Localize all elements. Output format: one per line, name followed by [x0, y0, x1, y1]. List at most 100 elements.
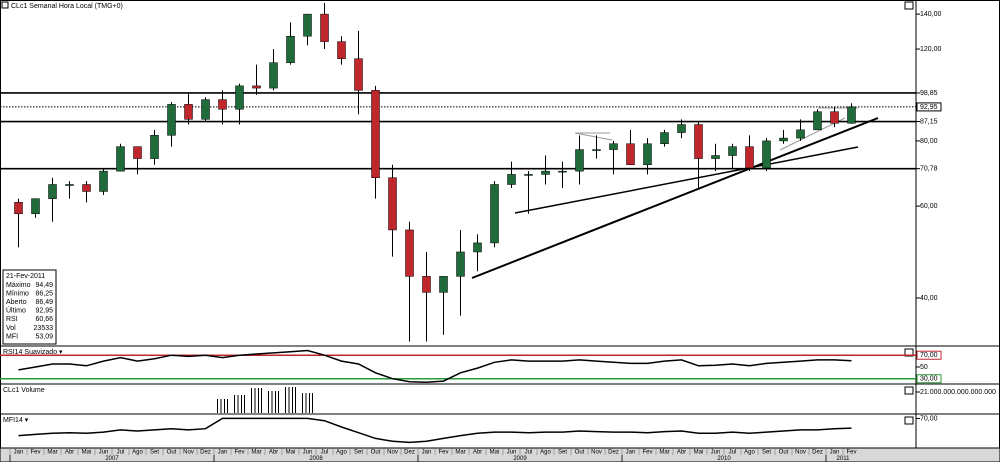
candle-body [48, 184, 57, 199]
candle-body [694, 124, 703, 159]
x-tick-label: Jan [422, 450, 432, 456]
x-tick-label: Ago [132, 450, 143, 456]
panel-button[interactable] [904, 416, 914, 425]
info-value: 86,49 [35, 299, 53, 306]
x-tick-label: Jun [507, 450, 517, 456]
candle-body [388, 177, 397, 231]
y-tick-label: 30,00 [920, 376, 938, 383]
candle-body [14, 202, 23, 215]
candle-body [252, 85, 261, 89]
x-tick-label: Mai [694, 450, 704, 456]
candle-body [456, 251, 465, 277]
x-tick-label: Jun [711, 450, 721, 456]
x-tick-label: Out [779, 450, 789, 456]
candle-body [830, 111, 839, 124]
candle-body [677, 124, 686, 133]
x-tick-label: Fev [234, 450, 244, 456]
x-tick-label: Dez [812, 450, 823, 456]
info-value: 60,66 [35, 316, 53, 323]
x-tick-label: Jan [830, 450, 840, 456]
x-tick-label: Abr [65, 450, 74, 456]
candle-body [847, 106, 856, 124]
candle-body [541, 170, 550, 175]
x-tick-label: Dez [608, 450, 619, 456]
candle-body [762, 140, 771, 169]
info-value: 86,25 [35, 290, 53, 297]
trend-line [471, 117, 879, 279]
info-box: 21-Fev-2011 Máximo 94,49 Mínimo 86,25 Aberto… [2, 269, 57, 345]
candle-body [575, 149, 584, 172]
candle-body [116, 146, 125, 172]
candle-body [320, 13, 329, 42]
candle-body [626, 143, 635, 166]
trend-line [514, 146, 859, 214]
candle-body [133, 146, 142, 159]
x-tick-label: Set [762, 450, 771, 456]
x-tick-label: Jul [729, 450, 737, 456]
info-value: 53,09 [35, 333, 53, 340]
x-tick-label: Jan [218, 450, 228, 456]
info-label: Mínimo [6, 290, 29, 297]
x-tick-label: Dez [404, 450, 415, 456]
candle-body [337, 41, 346, 59]
candle-body [507, 174, 516, 185]
candle-body [405, 229, 414, 277]
x-tick-label: Dez [200, 450, 211, 456]
x-tick-label: Nov [387, 450, 398, 456]
candle-body [796, 129, 805, 139]
candle-body [439, 276, 448, 293]
x-tick-label: Mai [490, 450, 500, 456]
x-tick-label: Mar [455, 450, 465, 456]
candle-body [490, 184, 499, 244]
info-value: 94,49 [35, 282, 53, 289]
info-value: 23533 [34, 325, 54, 332]
year-label: 2008 [309, 456, 323, 462]
x-tick-label: Fev [846, 450, 856, 456]
info-label: Vol [6, 325, 16, 332]
candle-body [711, 155, 720, 159]
x-tick-label: Fev [30, 450, 40, 456]
x-tick-label: Jun [303, 450, 313, 456]
x-tick-label: Fev [438, 450, 448, 456]
panel-button[interactable] [904, 386, 914, 395]
info-date: 21-Fev-2011 [6, 273, 45, 280]
candle-body [592, 149, 601, 151]
candle-body [354, 58, 363, 91]
x-tick-label: Jan [626, 450, 636, 456]
candle-body [473, 242, 482, 253]
candle-body [201, 99, 210, 120]
info-value: 92,95 [35, 308, 53, 315]
x-tick-label: Jan [14, 450, 24, 456]
trend-line [574, 132, 613, 141]
x-tick-label: Out [167, 450, 177, 456]
candle-body [31, 198, 40, 215]
panel-button[interactable] [904, 348, 914, 357]
candle-body [286, 35, 295, 63]
x-tick-label: Abr [269, 450, 278, 456]
candle-body [813, 111, 822, 131]
year-label: 2011 [837, 456, 851, 462]
y-tick-label: 87,15 [920, 118, 938, 125]
y-tick-label: 98,85 [920, 90, 938, 97]
x-tick-label: Out [371, 450, 381, 456]
candle-body [558, 170, 567, 173]
info-label: MFI [6, 333, 18, 340]
y-tick-label: 70,00 [920, 352, 938, 359]
x-tick-label: Nov [183, 450, 194, 456]
panel-button[interactable] [904, 1, 914, 10]
x-tick-label: Mar [251, 450, 261, 456]
x-tick-label: Set [354, 450, 363, 456]
candle-body [609, 143, 618, 150]
candle-body [218, 99, 227, 110]
y-tick-label: 50 [920, 364, 928, 371]
candle-body [371, 90, 380, 178]
y-tick-label: 92,95 [920, 104, 938, 111]
x-tick-label: Abr [677, 450, 686, 456]
icon[interactable] [1, 1, 9, 9]
tick-label-box [916, 374, 942, 384]
x-tick-label: Nov [591, 450, 602, 456]
info-label: RSI [6, 316, 18, 323]
y-tick-label: 40,00 [920, 295, 938, 302]
